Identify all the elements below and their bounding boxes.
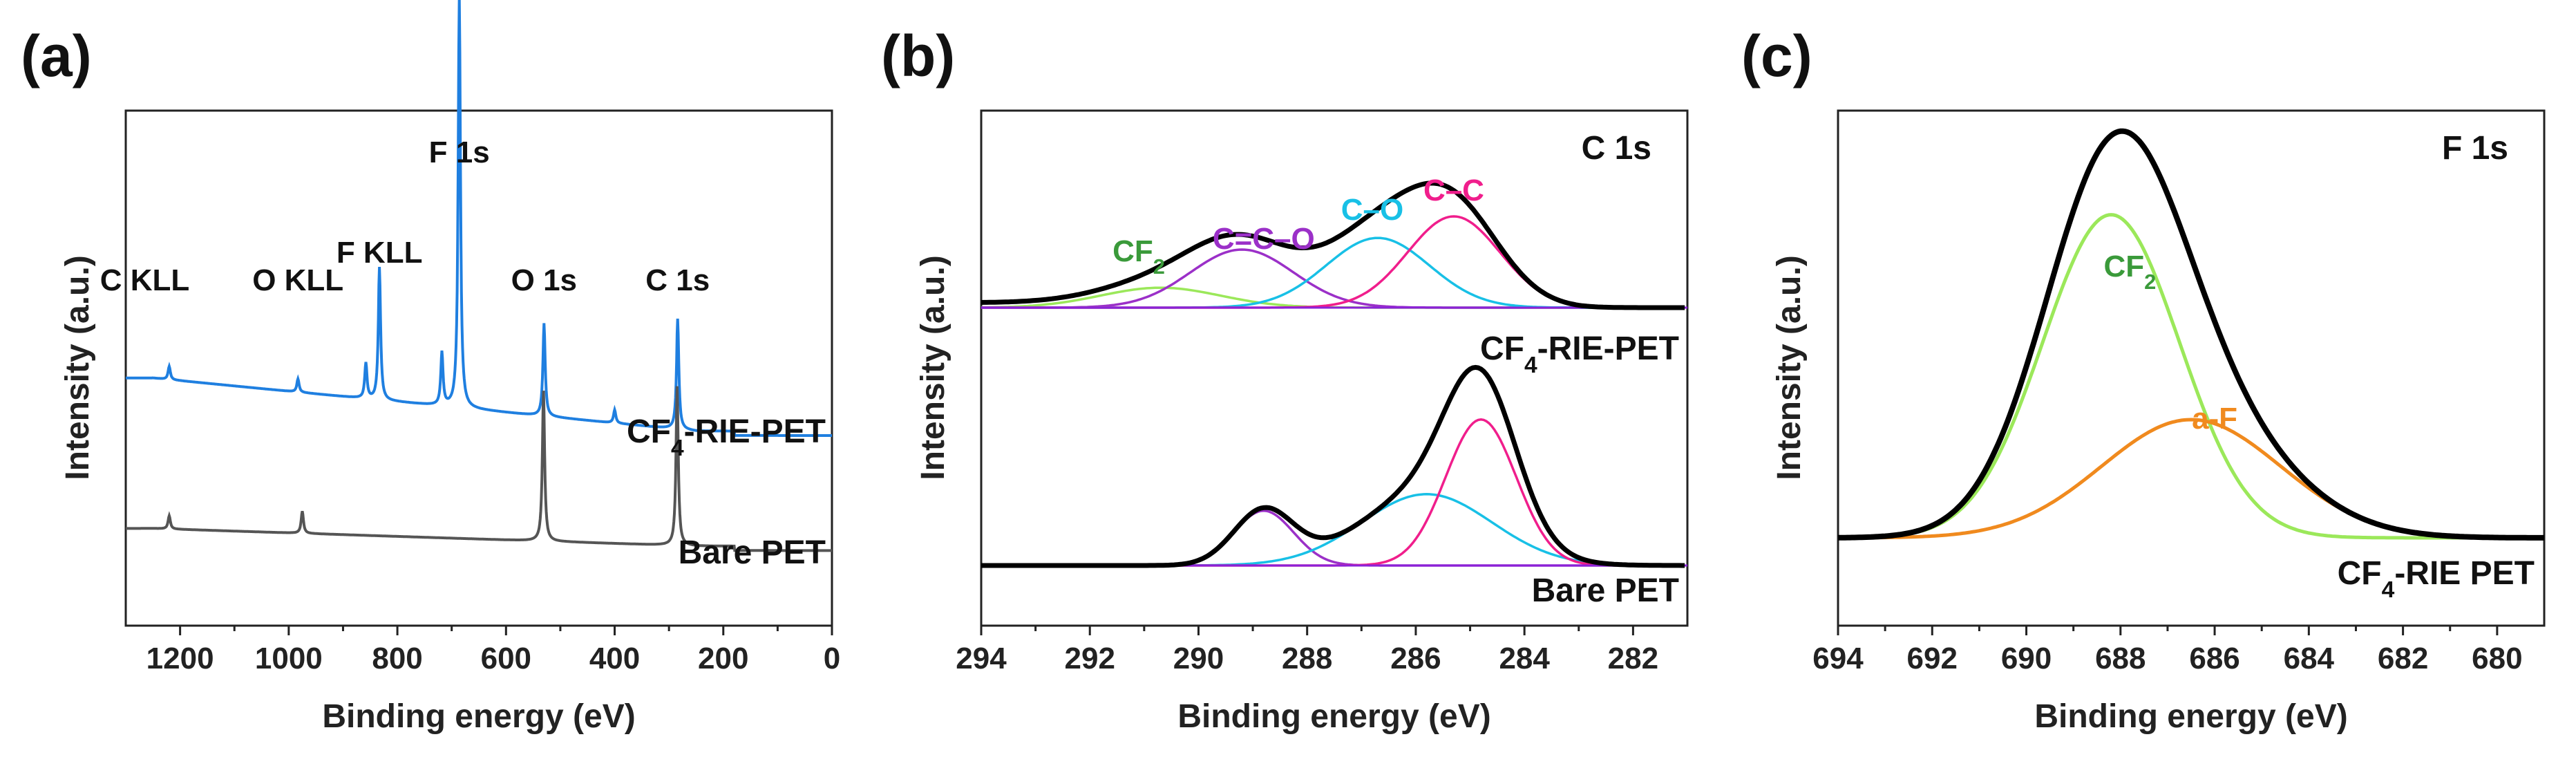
sample-label-0: CF4-RIE-PET: [1480, 330, 1679, 378]
component-label: C=C–O: [1213, 222, 1315, 256]
panel-c-frame: [1837, 109, 2546, 627]
x-tick-label: 290: [1173, 642, 1224, 675]
x-tick-label: 682: [2378, 642, 2428, 675]
panel-a-chart: (a) Binding energy (eV) Intensity (a.u.)…: [21, 0, 840, 735]
panel-b-annotations: CF4-RIE-PET Bare PET CF2 C=C–O C–O C–C: [1112, 174, 1679, 609]
panel-b-ylabel: Intensity (a.u.): [915, 255, 951, 480]
x-tick-label: 294: [956, 642, 1007, 675]
component-label: a-F: [2192, 402, 2237, 436]
peak-label: C KLL: [100, 263, 190, 297]
peak-label: C 1s: [645, 263, 710, 297]
peak-label: F 1s: [429, 135, 490, 169]
x-tick-label: 690: [2001, 642, 2052, 675]
envelope-line: [1837, 128, 2544, 541]
x-tick-label: 692: [1907, 642, 1958, 675]
x-tick-label: 686: [2189, 642, 2239, 675]
envelope-line: [981, 364, 1685, 568]
x-tick-label: 282: [1608, 642, 1658, 675]
x-tick-label: 600: [481, 642, 531, 675]
peak-label: F KLL: [337, 236, 423, 270]
x-tick-label: 200: [698, 642, 748, 675]
series-line-1: [126, 386, 832, 552]
panel-c-label: (c): [1741, 24, 1812, 88]
x-tick-label: 694: [1812, 642, 1864, 675]
panel-c-chart: (c) Binding energy (eV) Intensity (a.u.)…: [1741, 24, 2546, 735]
series-line-0: [126, 0, 832, 437]
panel-b-xlabel: Binding energy (eV): [1177, 698, 1490, 735]
x-tick-label: 0: [824, 642, 840, 675]
series-label-0: CF4-RIE-PET: [627, 413, 826, 461]
x-tick-label: 800: [372, 642, 422, 675]
panel-b-frame: [980, 109, 1689, 627]
panel-c-xlabel: Binding energy (eV): [2034, 698, 2347, 735]
component-line: [981, 418, 1685, 567]
panel-a-x-ticks: 1200 1000 800 600 400 200 0: [146, 626, 840, 675]
panel-a-frame: [124, 109, 833, 627]
panel-b-chart: (b) Binding energy (eV) Intensity (a.u.)…: [881, 24, 1689, 735]
panel-b-curves: [981, 180, 1687, 568]
x-tick-label: 1200: [146, 642, 214, 675]
x-tick-label: 284: [1499, 642, 1550, 675]
panel-a-label: (a): [21, 24, 92, 88]
panel-a-ylabel: Intensity (a.u.): [59, 255, 96, 480]
sample-label-1: Bare PET: [1532, 572, 1679, 609]
x-tick-label: 680: [2472, 642, 2522, 675]
panel-a-curves: [126, 0, 832, 552]
sample-label: CF4-RIE PET: [2338, 555, 2535, 603]
component-line: [981, 493, 1685, 567]
x-tick-label: 688: [2095, 642, 2146, 675]
panel-c-title: F 1s: [2442, 130, 2508, 167]
component-label: CF2: [1112, 234, 1165, 279]
panel-c-x-ticks: 694 692 690 688 686 684 682 680: [1812, 626, 2523, 675]
x-tick-label: 286: [1390, 642, 1441, 675]
peak-label: O KLL: [252, 263, 343, 297]
x-tick-label: 1000: [255, 642, 323, 675]
component-label: C–O: [1341, 193, 1403, 227]
panel-a-xlabel: Binding energy (eV): [322, 698, 635, 735]
component-label: C–C: [1423, 174, 1484, 207]
panel-b-label: (b): [881, 24, 955, 88]
panel-c-ylabel: Intensity (a.u.): [1771, 255, 1808, 480]
series-label-1: Bare PET: [679, 534, 826, 571]
panel-b-title: C 1s: [1582, 130, 1651, 167]
x-tick-label: 288: [1282, 642, 1332, 675]
panel-b-x-ticks: 294 292 290 288 286 284 282: [956, 626, 1658, 675]
x-tick-label: 684: [2284, 642, 2335, 675]
x-tick-label: 292: [1065, 642, 1115, 675]
x-tick-label: 400: [589, 642, 640, 675]
panel-c-curves: [1837, 128, 2544, 541]
envelope-line: [981, 180, 1685, 310]
component-label: CF2: [2104, 250, 2157, 294]
peak-label: O 1s: [511, 263, 577, 297]
panel-c-annotations: CF2 a-F CF4-RIE PET: [2104, 250, 2535, 603]
